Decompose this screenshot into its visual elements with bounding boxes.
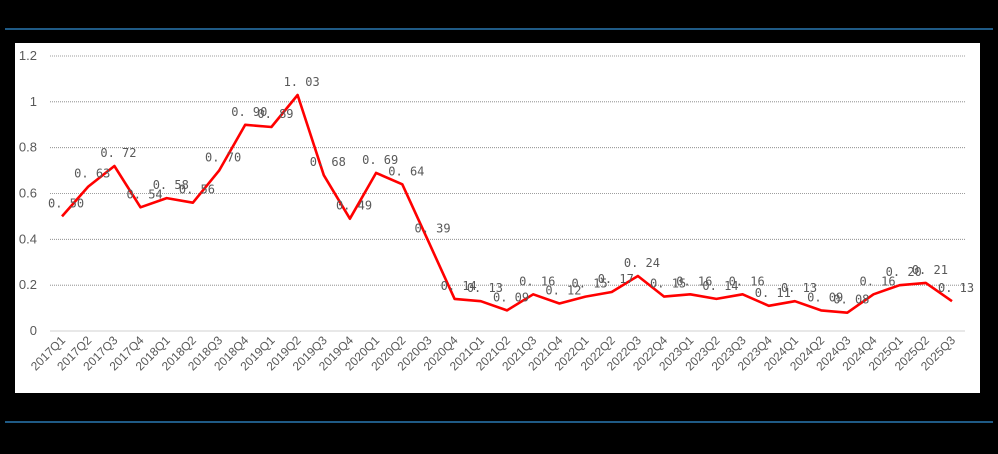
data-line (61, 93, 953, 315)
data-label: 0. 56 (179, 183, 215, 197)
y-tick-label: 0.8 (19, 140, 37, 155)
data-label: 0. 15 (650, 277, 686, 291)
y-tick-label: 0 (30, 323, 37, 338)
data-label: 0. 20 (886, 265, 922, 279)
data-label: 0. 16 (729, 274, 765, 288)
data-label: 0. 69 (362, 153, 398, 167)
data-label: 0. 09 (493, 290, 529, 304)
data-label: 0. 16 (859, 274, 895, 288)
y-tick-label: 1.2 (19, 48, 37, 63)
data-label: 0. 90 (231, 105, 267, 119)
data-label: 0. 49 (336, 199, 372, 213)
data-label: 0. 54 (127, 187, 163, 201)
y-tick-label: 1 (30, 94, 37, 109)
data-label: 0. 14 (702, 279, 738, 293)
top-divider (5, 28, 993, 30)
y-tick-label: 0.4 (19, 231, 37, 246)
data-label: 0. 13 (781, 281, 817, 295)
line-chart: 00.20.40.60.811.20. 500. 630. 720. 540. … (19, 48, 974, 373)
data-label: 0. 39 (414, 222, 450, 236)
data-label: 0. 16 (676, 274, 712, 288)
data-label: 1. 03 (284, 75, 320, 89)
y-tick-label: 0.6 (19, 186, 37, 201)
y-tick-label: 0.2 (19, 277, 37, 292)
data-label: 0. 24 (624, 256, 660, 270)
data-label: 0. 13 (938, 281, 974, 295)
data-label: 0. 14 (441, 279, 477, 293)
data-label: 0. 64 (388, 164, 424, 178)
data-label: 0. 08 (833, 293, 869, 307)
data-label: 0. 72 (100, 146, 136, 160)
data-label: 0. 21 (912, 263, 948, 277)
data-label: 0. 13 (467, 281, 503, 295)
data-label: 0. 17 (598, 272, 634, 286)
data-label: 0. 16 (519, 274, 555, 288)
data-label: 0. 58 (153, 178, 189, 192)
data-label: 0. 15 (572, 277, 608, 291)
data-label: 0. 11 (755, 286, 791, 300)
chart-panel: 0 0.2 0.4 0.6 0.8 1 1.2 0. 50 0. 63 0. 72 0. 54 0. … (15, 43, 980, 393)
data-label: 0. 09 (807, 290, 843, 304)
bottom-divider (5, 421, 993, 423)
data-label: 0. 63 (74, 167, 110, 181)
data-label: 0. 50 (48, 196, 84, 210)
data-label: 0. 68 (310, 155, 346, 169)
data-label: 0. 89 (257, 107, 293, 121)
data-label: 0. 70 (205, 151, 241, 165)
data-label: 0. 12 (545, 284, 581, 298)
